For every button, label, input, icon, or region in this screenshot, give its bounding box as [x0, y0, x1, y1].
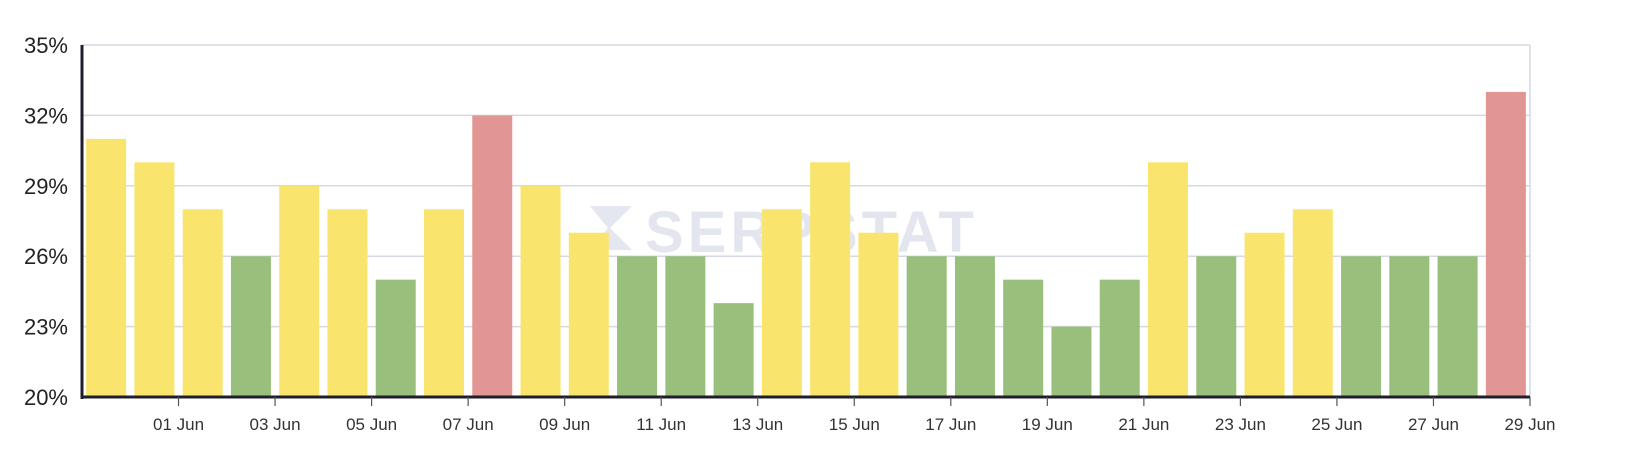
bar-23-jun[interactable] — [1196, 256, 1237, 397]
y-tick-label: 29% — [24, 174, 68, 199]
bar-03-jun[interactable] — [230, 256, 271, 397]
y-tick-label: 35% — [24, 33, 68, 58]
x-tick-label: 11 Jun — [636, 415, 686, 434]
x-tick-label: 19 Jun — [1022, 415, 1073, 434]
watermark-text: SERPSTAT — [645, 200, 978, 265]
bar-19-jun[interactable] — [1003, 279, 1044, 397]
bar-18-jun[interactable] — [954, 256, 995, 397]
x-tick-label: 17 Jun — [925, 415, 976, 434]
bar-17-jun[interactable] — [906, 256, 947, 397]
bar-25-jun[interactable] — [1292, 209, 1333, 397]
bar-21-jun[interactable] — [1099, 279, 1140, 397]
bar-26-jun[interactable] — [1341, 256, 1382, 397]
bar-04-jun[interactable] — [279, 185, 320, 397]
bar-12-jun[interactable] — [665, 256, 706, 397]
x-tick-label: 09 Jun — [539, 415, 590, 434]
bar-27-jun[interactable] — [1389, 256, 1430, 397]
y-tick-labels: 20% 23% 26% 29% 32% 35% — [24, 33, 68, 410]
x-tick-label: 27 Jun — [1408, 415, 1459, 434]
bar-08-jun[interactable] — [472, 115, 513, 398]
axes — [80, 45, 1530, 399]
bar-20-jun[interactable] — [1051, 326, 1092, 397]
x-tick-label: 07 Jun — [443, 415, 494, 434]
bar-01-jun[interactable] — [134, 162, 175, 397]
bar-07-jun[interactable] — [424, 209, 464, 397]
bar-09-jun[interactable] — [520, 185, 561, 397]
x-tick-label: 13 Jun — [732, 415, 783, 434]
watermark: SERPSTAT — [590, 200, 978, 265]
bar-28-jun[interactable] — [1437, 256, 1478, 397]
y-tick-label: 26% — [24, 244, 68, 269]
x-tick-label: 21 Jun — [1118, 415, 1169, 434]
bar-22-jun[interactable] — [1148, 162, 1188, 397]
bar-05-jun[interactable] — [327, 209, 368, 397]
x-tick-label: 05 Jun — [346, 415, 397, 434]
x-tick-label: 01 Jun — [153, 415, 204, 434]
bar-13-jun[interactable] — [713, 303, 754, 397]
bar-29-jun[interactable] — [1485, 91, 1526, 397]
x-tick-label: 29 Jun — [1504, 415, 1555, 434]
x-tick-labels: 01 Jun 03 Jun 05 Jun 07 Jun 09 Jun 11 Jun 13 J… — [153, 397, 1556, 434]
bar-02-jun[interactable] — [182, 209, 223, 397]
y-tick-label: 23% — [24, 315, 68, 340]
grid-lines — [82, 44, 1531, 397]
bar-10-jun[interactable] — [568, 232, 609, 397]
bar-06-jun[interactable] — [375, 279, 416, 397]
bars — [86, 91, 1526, 398]
bar-14-jun[interactable] — [761, 209, 802, 397]
y-tick-label: 32% — [24, 103, 68, 128]
x-tick-label: 03 Jun — [250, 415, 301, 434]
bar-11-jun[interactable] — [617, 256, 658, 397]
bar-16-jun[interactable] — [858, 232, 899, 397]
x-tick-label: 23 Jun — [1215, 415, 1266, 434]
bar-15-jun[interactable] — [810, 162, 851, 397]
x-tick-label: 15 Jun — [829, 415, 880, 434]
x-tick-label: 25 Jun — [1311, 415, 1362, 434]
bar-31-may[interactable] — [86, 138, 127, 397]
y-tick-label: 20% — [24, 385, 68, 410]
bar-24-jun[interactable] — [1244, 232, 1285, 397]
